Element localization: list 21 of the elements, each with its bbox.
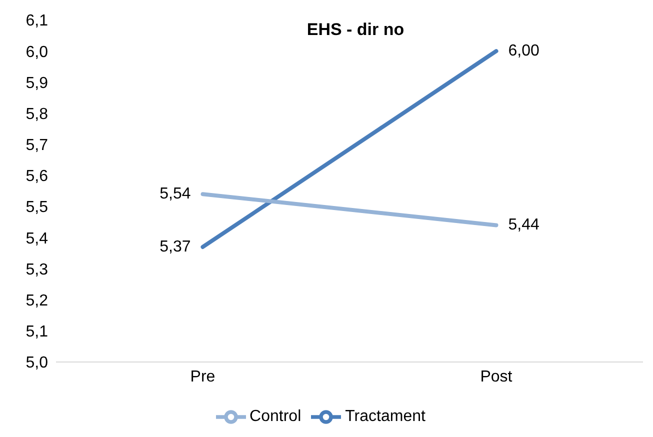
data-label: 5,37 <box>160 238 191 256</box>
y-tick-label: 5,6 <box>26 168 48 186</box>
y-tick-label: 5,5 <box>26 199 48 216</box>
y-tick-label: 5,2 <box>26 292 48 310</box>
data-label: 5,54 <box>160 186 191 203</box>
chart-title: EHS - dir no <box>306 20 406 40</box>
legend-label: Control <box>250 408 302 426</box>
y-tick-label: 5,8 <box>26 106 48 123</box>
y-tick-label: 5,7 <box>26 137 48 154</box>
x-tick-label: Post <box>480 368 513 386</box>
legend-label: Tractament <box>345 408 426 426</box>
y-tick-label: 6,1 <box>26 12 48 30</box>
y-tick-label: 5,0 <box>26 354 48 372</box>
x-tick-label: Pre <box>190 368 216 386</box>
y-tick-label: 5,3 <box>26 261 48 278</box>
y-tick-label: 5,9 <box>26 74 48 92</box>
data-label: 6,00 <box>508 42 540 60</box>
data-label: 5,44 <box>508 216 540 234</box>
y-tick-label: 5,1 <box>26 324 48 341</box>
y-tick-label: 5,4 <box>26 230 48 248</box>
y-tick-label: 6,0 <box>26 44 48 61</box>
